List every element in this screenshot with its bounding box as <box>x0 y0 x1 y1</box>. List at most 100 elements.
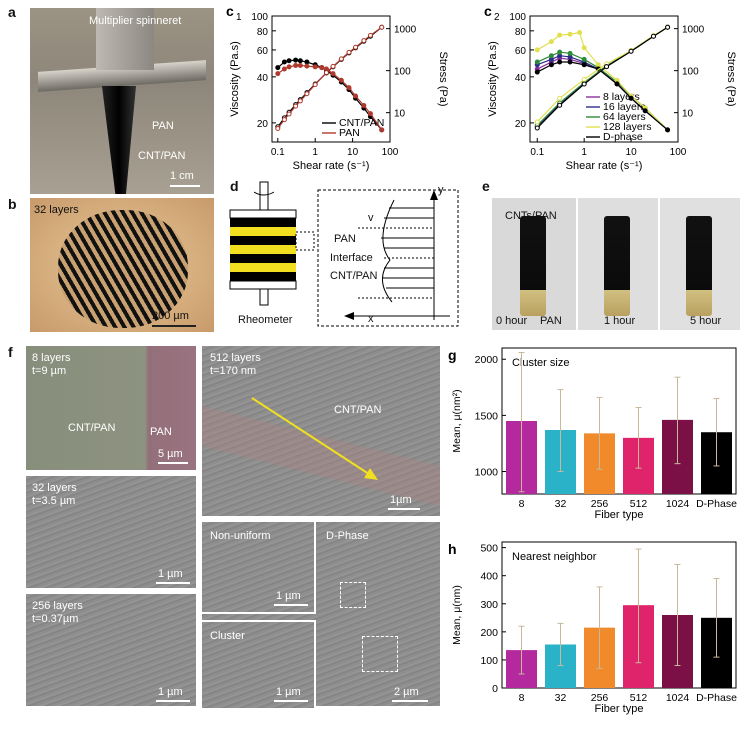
y-tick-label: 0 <box>492 683 498 695</box>
y-axis-label: Viscosity (Pa.s) <box>229 41 241 117</box>
plot-frame <box>501 347 737 495</box>
panel-a-letter: a <box>8 4 16 20</box>
f-nonuniform-scale: 1 µm <box>276 590 301 602</box>
data-point <box>319 65 325 71</box>
velocity-arrows <box>381 207 434 289</box>
data-point <box>346 49 352 55</box>
x-axis-label: Shear rate (s⁻¹) <box>293 160 370 172</box>
scale-label-a: 1 cm <box>170 170 194 182</box>
y-tick-label: 40 <box>257 73 269 84</box>
data-point <box>604 64 610 70</box>
x-tick-label: 1024 <box>666 498 690 510</box>
yellow-arrowhead-icon <box>364 468 378 480</box>
zoom-box-nonuniform <box>340 582 366 608</box>
x-tick-label: 1 <box>312 147 318 158</box>
spinneret-block <box>96 8 154 70</box>
sem-nonuniform-inset <box>202 522 316 614</box>
cntpan-label-a: CNT/PAN <box>138 150 186 162</box>
data-point <box>379 24 385 30</box>
f512-t: t=170 nm <box>210 365 257 377</box>
x-axis-label: Shear rate (s⁻¹) <box>566 160 643 172</box>
layer-6 <box>230 263 296 272</box>
y-tick-label: 80 <box>257 27 269 38</box>
y-tick-label: 100 <box>480 655 498 667</box>
y2-tick-label: 10 <box>394 109 406 120</box>
x-tick-label: 32 <box>555 692 567 704</box>
chart-g: g Cluster size 1000 1500 2000 Mean, μ(nm²) 8 32… <box>448 347 737 521</box>
f512-cnt: CNT/PAN <box>334 404 382 416</box>
y2-tick-label: 1000 <box>394 25 417 36</box>
data-point <box>293 57 299 63</box>
x-tick-label: 0.1 <box>530 147 544 158</box>
legend-entry: 16 layers <box>603 101 646 113</box>
y-tick-label: 100 <box>251 12 268 23</box>
data-point <box>577 30 583 36</box>
data-point <box>665 127 671 133</box>
x-tick-label: 10 <box>626 147 638 158</box>
data-point <box>330 71 336 77</box>
f-dphase: D-Phase <box>326 530 369 542</box>
data-point <box>286 111 292 117</box>
nonuniform-scale-bar <box>274 604 308 606</box>
data-point <box>304 59 310 65</box>
sem-256-layers <box>26 594 196 706</box>
f-dphase-scale: 2 µm <box>394 686 419 698</box>
scale-label-b: 200 µm <box>152 310 189 322</box>
data-point <box>346 85 352 91</box>
velocity-profile <box>382 199 395 303</box>
data-point <box>361 38 367 44</box>
data-point <box>330 63 336 69</box>
legend-entry: 128 layers <box>603 121 651 133</box>
rotation-arrow-icon <box>253 191 275 196</box>
chart-title: Nearest neighbor <box>512 551 597 563</box>
d-rheometer-label: Rheometer <box>238 314 293 326</box>
chart-title: Cluster size <box>512 357 569 369</box>
y2-tick-label: 100 <box>682 67 699 78</box>
y-tick-label: 200 <box>480 627 498 639</box>
panel-e-letter: e <box>482 178 490 194</box>
vial-photo-5h <box>660 198 740 330</box>
data-point <box>281 117 287 123</box>
panel-b-letter: b <box>8 196 17 212</box>
data-point <box>275 125 281 131</box>
y-axis-label: Mean, μ(nm) <box>451 585 463 645</box>
panel-sub: 1 <box>236 12 242 23</box>
x-tick-label: 0.1 <box>271 147 285 158</box>
f8-scale: 5 µm <box>158 448 183 460</box>
data-point <box>353 44 359 50</box>
f32-scale-bar <box>156 582 190 584</box>
data-point <box>548 62 554 68</box>
cnt-band <box>202 406 440 506</box>
dphase-scale-bar <box>392 700 428 702</box>
y-axis-label: Viscosity (Pa.s) <box>487 41 499 117</box>
panel-b-photo <box>30 198 214 332</box>
series-line <box>536 61 668 131</box>
y-tick-label: 1000 <box>475 467 499 479</box>
f256-scale: 1 µm <box>158 686 183 698</box>
x-tick-label: 1024 <box>666 692 690 704</box>
x-tick-label: D-Phase <box>696 692 737 704</box>
x-tick-label: 100 <box>670 147 687 158</box>
x-tick-label: 10 <box>347 147 359 158</box>
data-point <box>557 59 563 65</box>
data-point <box>557 102 563 108</box>
data-point <box>534 119 540 125</box>
y-tick-label: 80 <box>515 27 527 38</box>
scale-bar-a <box>170 185 200 187</box>
data-point <box>567 31 573 37</box>
plot-frame <box>501 541 737 689</box>
vial-photo-1h <box>578 198 658 330</box>
panel-letter: g <box>448 347 457 363</box>
f32-scale: 1 µm <box>158 568 183 580</box>
data-point <box>581 76 587 82</box>
y-tick-label: 1500 <box>475 410 499 422</box>
yellow-arrow <box>251 397 373 477</box>
data-point <box>367 32 373 38</box>
sem-512-layers <box>202 346 440 516</box>
data-point <box>297 58 303 64</box>
data-point <box>286 58 292 64</box>
f-nonuniform: Non-uniform <box>210 530 271 542</box>
f8-pan: PAN <box>150 426 172 438</box>
x-axis-label: Fiber type <box>595 509 644 521</box>
x-tick-label: 256 <box>591 692 609 704</box>
